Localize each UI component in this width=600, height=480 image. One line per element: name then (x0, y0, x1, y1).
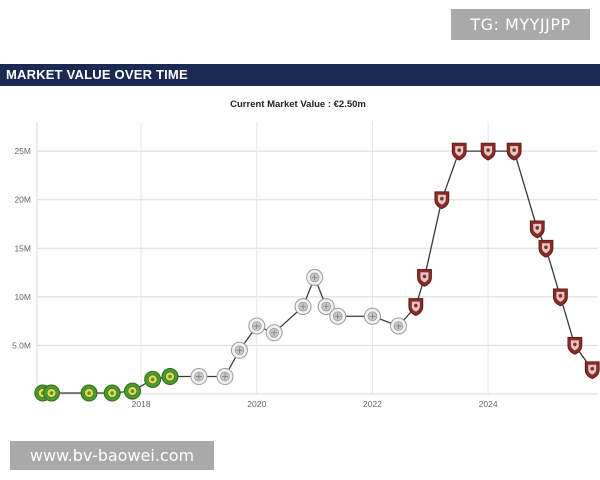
data-point-green-crest (161, 368, 179, 386)
data-point-maroon-crest (451, 142, 467, 161)
data-point-green-crest (80, 384, 98, 402)
data-point-grey-crest (190, 368, 208, 386)
data-point-green-crest (42, 384, 60, 402)
watermark-top: TG: MYYJJPP (451, 9, 590, 40)
data-point-maroon-crest (506, 142, 522, 161)
chart-title: Current Market Value : €2.50m (230, 99, 366, 110)
data-point-grey-crest (389, 317, 407, 335)
x-tick-label: 2020 (247, 399, 266, 409)
x-tick-label: 2024 (479, 399, 498, 409)
data-point-maroon-crest (538, 239, 554, 258)
data-point-maroon-crest (553, 288, 568, 307)
data-point-maroon-crest (480, 142, 496, 161)
y-tick-label: 15M (14, 243, 31, 253)
chart-svg: Current Market Value : €2.50m 5.0M 10M 15M… (12, 99, 600, 409)
data-point-grey-crest (306, 268, 324, 286)
data-point-green-crest (123, 382, 141, 400)
section-header: MARKET VALUE OVER TIME (0, 64, 600, 86)
data-point-grey-crest (317, 298, 335, 316)
points-layer (34, 142, 600, 402)
data-point-maroon-crest (408, 298, 424, 317)
x-tick-label: 2018 (132, 399, 151, 409)
data-point-grey-crest (230, 341, 248, 359)
data-point-grey-crest (248, 317, 266, 335)
watermark-bottom: www.bv-baowei.com (10, 441, 214, 470)
y-tick-label: 20M (14, 195, 31, 205)
data-point-maroon-crest (417, 269, 432, 287)
data-point-grey-crest (216, 368, 234, 386)
y-tick-label: 25M (14, 146, 31, 156)
data-point-maroon-crest (529, 220, 545, 239)
y-tick-label: 10M (14, 292, 31, 302)
data-point-green-crest (103, 384, 121, 402)
data-point-grey-crest (329, 307, 347, 325)
market-value-chart: Current Market Value : €2.50m 5.0M 10M 15M… (0, 86, 600, 416)
grid-layer (37, 122, 598, 394)
data-point-green-crest (144, 370, 162, 388)
x-tick-label: 2022 (363, 399, 382, 409)
data-point-grey-crest (265, 324, 283, 342)
axis-layer: 5.0M 10M 15M 20M 25M 2018 2020 2022 2024 (12, 122, 598, 409)
data-point-maroon-crest (584, 361, 600, 380)
data-point-maroon-crest (567, 337, 583, 355)
y-tick-label: 5.0M (12, 340, 31, 350)
data-point-grey-crest (363, 307, 381, 325)
data-point-grey-crest (294, 298, 312, 316)
data-point-maroon-crest (434, 191, 450, 210)
